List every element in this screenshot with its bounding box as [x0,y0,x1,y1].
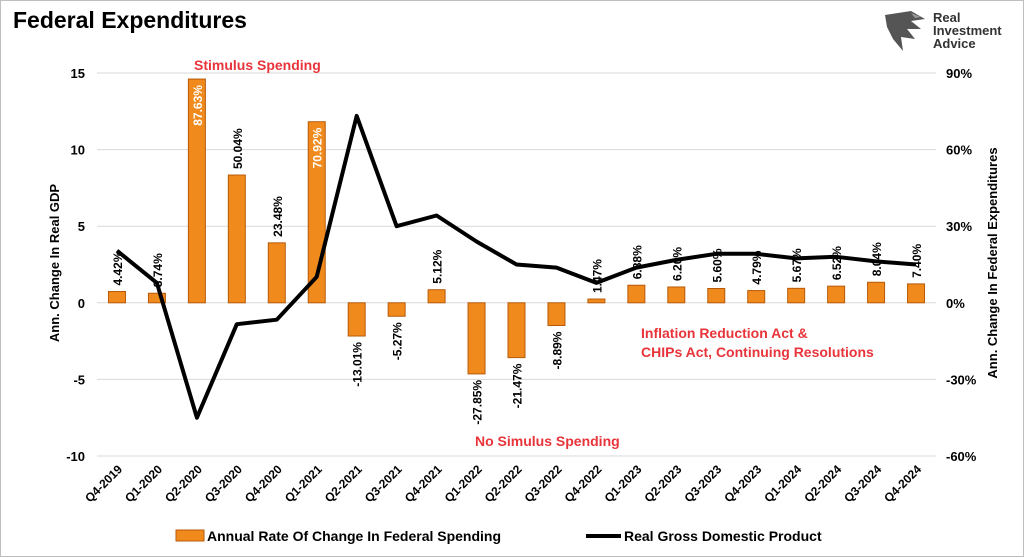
bar-value-label: -8.89% [550,331,564,369]
bar [827,285,846,304]
annotation-stimulus: Stimulus Spending [194,57,321,73]
bar-series [107,78,926,375]
bar [267,242,286,304]
bar-value-label: 6.20% [670,247,684,281]
bar [467,302,486,375]
left-axis-label: Ann. Change In Real GDP [47,184,62,343]
x-tick-label: Q3-2022 [522,462,565,505]
bar-value-label: 4.79% [750,250,764,284]
bar [907,283,926,304]
x-tick-label: Q4-2021 [402,462,445,505]
left-axis-ticks: -10 -5 0 5 10 15 [66,66,85,464]
left-tick-label: 15 [71,66,85,81]
bar-value-label: 5.60% [710,248,724,282]
right-tick-label: 0% [946,296,965,311]
bar [787,287,806,304]
bar [507,302,526,359]
bar [667,286,686,304]
right-axis-label: Ann. Change In Federal Expenditures [985,147,1000,378]
legend-bar-label: Annual Rate Of Change In Federal Spendin… [207,528,501,544]
bar [587,298,606,304]
x-tick-label: Q3-2020 [202,462,245,505]
chart-title: Federal Expenditures [13,7,247,33]
bar-value-label: 23.48% [271,196,285,237]
right-axis-ticks: -60% -30% 0% 30% 60% 90% [946,66,977,464]
x-tick-label: Q4-2024 [881,462,924,505]
x-tick-label: Q2-2020 [162,462,205,505]
legend-line-label: Real Gross Domestic Product [624,528,822,544]
x-tick-label: Q1-2021 [282,462,325,505]
bar [147,292,166,304]
eagle-logo-icon [885,11,925,51]
bar [707,288,726,304]
x-tick-label: Q1-2024 [761,462,804,505]
bar-value-label: 1.47% [590,259,604,293]
x-tick-label: Q4-2023 [721,462,764,505]
bar-value-label: 70.92% [311,127,325,168]
right-tick-label: 90% [946,66,972,81]
logo: Real Investment Advice [881,9,1021,59]
logo-line1: Real [933,10,961,25]
bar [227,174,246,304]
left-tick-label: 0 [78,296,85,311]
bar-value-label: 7.40% [910,244,924,278]
logo-text: Real Investment Advice [933,11,1002,50]
right-tick-label: 30% [946,219,972,234]
annotation-ira-line1: Inflation Reduction Act & [641,325,808,341]
bar [347,302,366,337]
x-tick-label: Q4-2020 [242,462,285,505]
x-tick-label: Q3-2021 [362,462,405,505]
left-tick-label: 5 [78,219,85,234]
annotation-no-stimulus: No Simulus Spending [475,433,620,449]
x-tick-label: Q2-2023 [642,462,685,505]
left-tick-label: 10 [71,143,85,158]
bar-value-label: -5.27% [391,322,405,360]
bar-value-label: 87.63% [191,85,205,126]
bar-value-label: 50.04% [231,128,245,169]
legend: Annual Rate Of Change In Federal Spendin… [175,528,822,544]
logo-line2: Investment [933,23,1002,38]
logo-line3: Advice [933,36,976,51]
bar [547,302,566,326]
x-tick-label: Q1-2020 [122,462,165,505]
bar-value-label: -27.85% [471,380,485,425]
right-tick-label: 60% [946,143,972,158]
bar-value-label: 6.88% [630,245,644,279]
bar-value-label: 5.67% [790,248,804,282]
bar-value-label: 4.42% [111,251,125,285]
bar [387,302,406,317]
bar [187,78,206,304]
x-tick-label: Q2-2022 [482,462,525,505]
legend-bar-swatch [175,529,205,542]
bar-value-label: 8.04% [870,242,884,276]
x-tick-label: Q1-2023 [602,462,645,505]
x-axis-ticks: Q4-2019Q1-2020Q2-2020Q3-2020Q4-2020Q1-20… [82,462,924,505]
right-tick-label: -60% [946,449,977,464]
x-tick-label: Q2-2021 [322,462,365,505]
bar [747,290,766,304]
x-tick-label: Q4-2022 [562,462,605,505]
x-tick-label: Q4-2019 [82,462,125,505]
x-tick-label: Q1-2022 [442,462,485,505]
bar [627,284,646,304]
left-tick-label: -10 [66,449,85,464]
x-tick-label: Q2-2024 [801,462,844,505]
bar-value-label: 6.52% [830,246,844,280]
bar [427,289,446,304]
gdp-line [115,113,917,420]
right-tick-label: -30% [946,372,977,387]
bar [107,291,126,304]
bar-value-label: 5.12% [431,249,445,283]
bar-value-labels: 4.42% 3.74%87.63%50.04%23.48%70.92%-13.01… [111,85,924,425]
bar-value-label: -21.47% [511,363,525,408]
annotation-ira-line2: CHIPs Act, Continuing Resolutions [641,344,874,360]
x-tick-label: Q3-2023 [681,462,724,505]
bar [867,281,886,304]
bar-value-label: -13.01% [351,342,365,387]
x-tick-label: Q3-2024 [841,462,884,505]
left-tick-label: -5 [73,372,85,387]
